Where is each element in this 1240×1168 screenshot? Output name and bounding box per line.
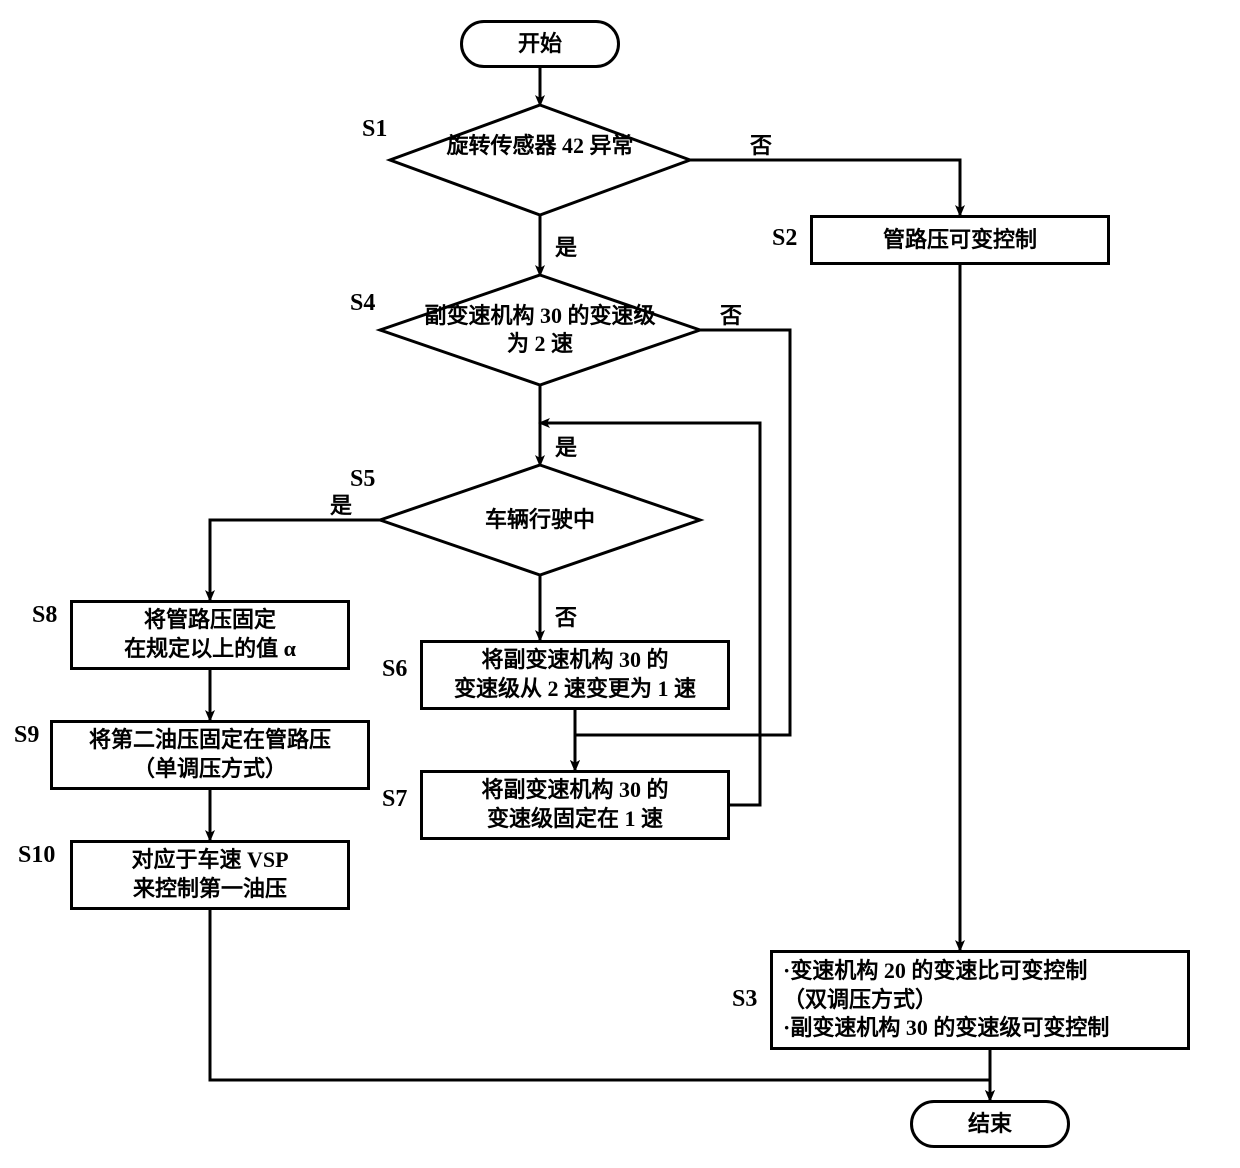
- edge-s5-yes-s8: [210, 520, 380, 600]
- step-label-s3: S3: [732, 986, 757, 1013]
- process-s3-label: ·变速机构 20 的变速比可变控制 （双调压方式） ·副变速机构 30 的变速级…: [783, 957, 1109, 1043]
- decision-s4: [380, 275, 700, 385]
- terminal-end-label: 结束: [968, 1110, 1012, 1139]
- process-s9-label: 将第二油压固定在管路压 （单调压方式）: [89, 726, 331, 783]
- process-s2-label: 管路压可变控制: [883, 226, 1037, 255]
- terminal-start: 开始: [460, 20, 620, 68]
- process-s3: ·变速机构 20 的变速比可变控制 （双调压方式） ·副变速机构 30 的变速级…: [770, 950, 1190, 1050]
- edge-label-s4-no: 否: [720, 298, 742, 330]
- process-s8: 将管路压固定 在规定以上的值 α: [70, 600, 350, 670]
- step-label-s6: S6: [382, 656, 407, 683]
- step-label-s10: S10: [18, 842, 55, 869]
- edge-label-s1-no-s2: 否: [750, 128, 772, 160]
- step-label-s9: S9: [14, 722, 39, 749]
- step-label-s8: S8: [32, 602, 57, 629]
- terminal-start-label: 开始: [518, 30, 562, 59]
- decision-s5: [380, 465, 700, 575]
- process-s7: 将副变速机构 30 的 变速级固定在 1 速: [420, 770, 730, 840]
- step-label-s2: S2: [772, 225, 797, 252]
- step-label-s5: S5: [350, 466, 375, 493]
- edge-label-s5-yes-s8: 是: [330, 488, 352, 520]
- process-s10-label: 对应于车速 VSP 来控制第一油压: [131, 846, 288, 903]
- process-s7-label: 将副变速机构 30 的 变速级固定在 1 速: [481, 776, 668, 833]
- edge-label-s5-no-s6: 否: [555, 600, 577, 632]
- step-label-s4: S4: [350, 290, 375, 317]
- process-s2: 管路压可变控制: [810, 215, 1110, 265]
- process-s6: 将副变速机构 30 的 变速级从 2 速变更为 1 速: [420, 640, 730, 710]
- process-s6-label: 将副变速机构 30 的 变速级从 2 速变更为 1 速: [454, 646, 696, 703]
- process-s10: 对应于车速 VSP 来控制第一油压: [70, 840, 350, 910]
- edge-label-s1-yes-s4: 是: [555, 230, 577, 262]
- terminal-end: 结束: [910, 1100, 1070, 1148]
- process-s8-label: 将管路压固定 在规定以上的值 α: [124, 606, 296, 663]
- process-s9: 将第二油压固定在管路压 （单调压方式）: [50, 720, 370, 790]
- edge-s1-no-s2: [690, 160, 960, 215]
- step-label-s1: S1: [362, 116, 387, 143]
- decision-s1: [390, 105, 690, 215]
- step-label-s7: S7: [382, 786, 407, 813]
- edge-label-s4-yes-s5: 是: [555, 430, 577, 462]
